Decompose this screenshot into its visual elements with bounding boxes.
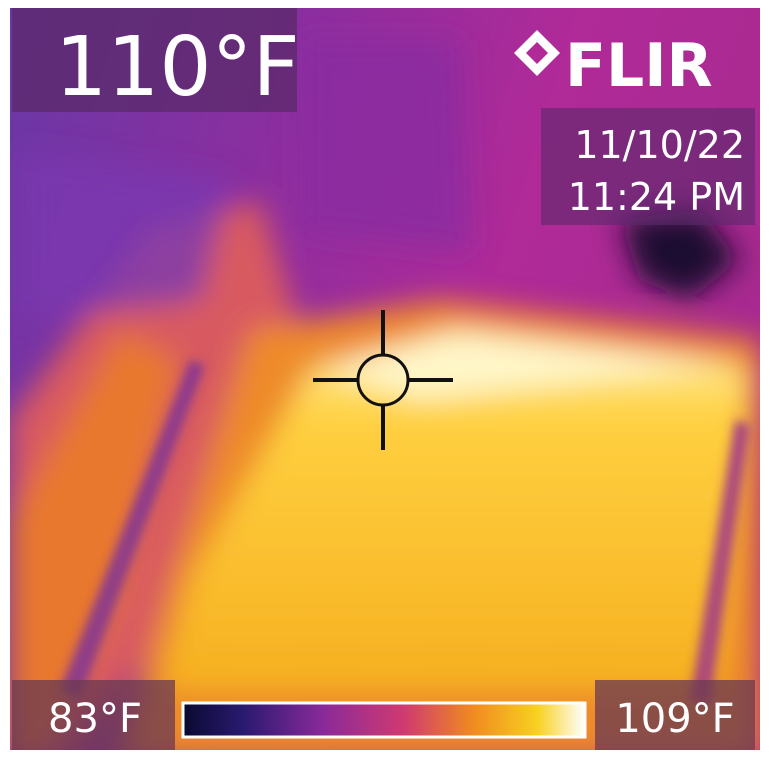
thermal-image: 110°F FLIR 11/10/22 11:24 PM 83°F 109°F [0, 0, 770, 757]
scale-max: 109°F [615, 696, 734, 742]
color-scale [183, 703, 585, 737]
scale-min: 83°F [48, 696, 142, 742]
date: 11/10/22 [574, 123, 745, 167]
time: 11:24 PM [568, 175, 745, 219]
spot-temperature: 110°F [55, 20, 300, 115]
brand: FLIR [565, 31, 713, 101]
